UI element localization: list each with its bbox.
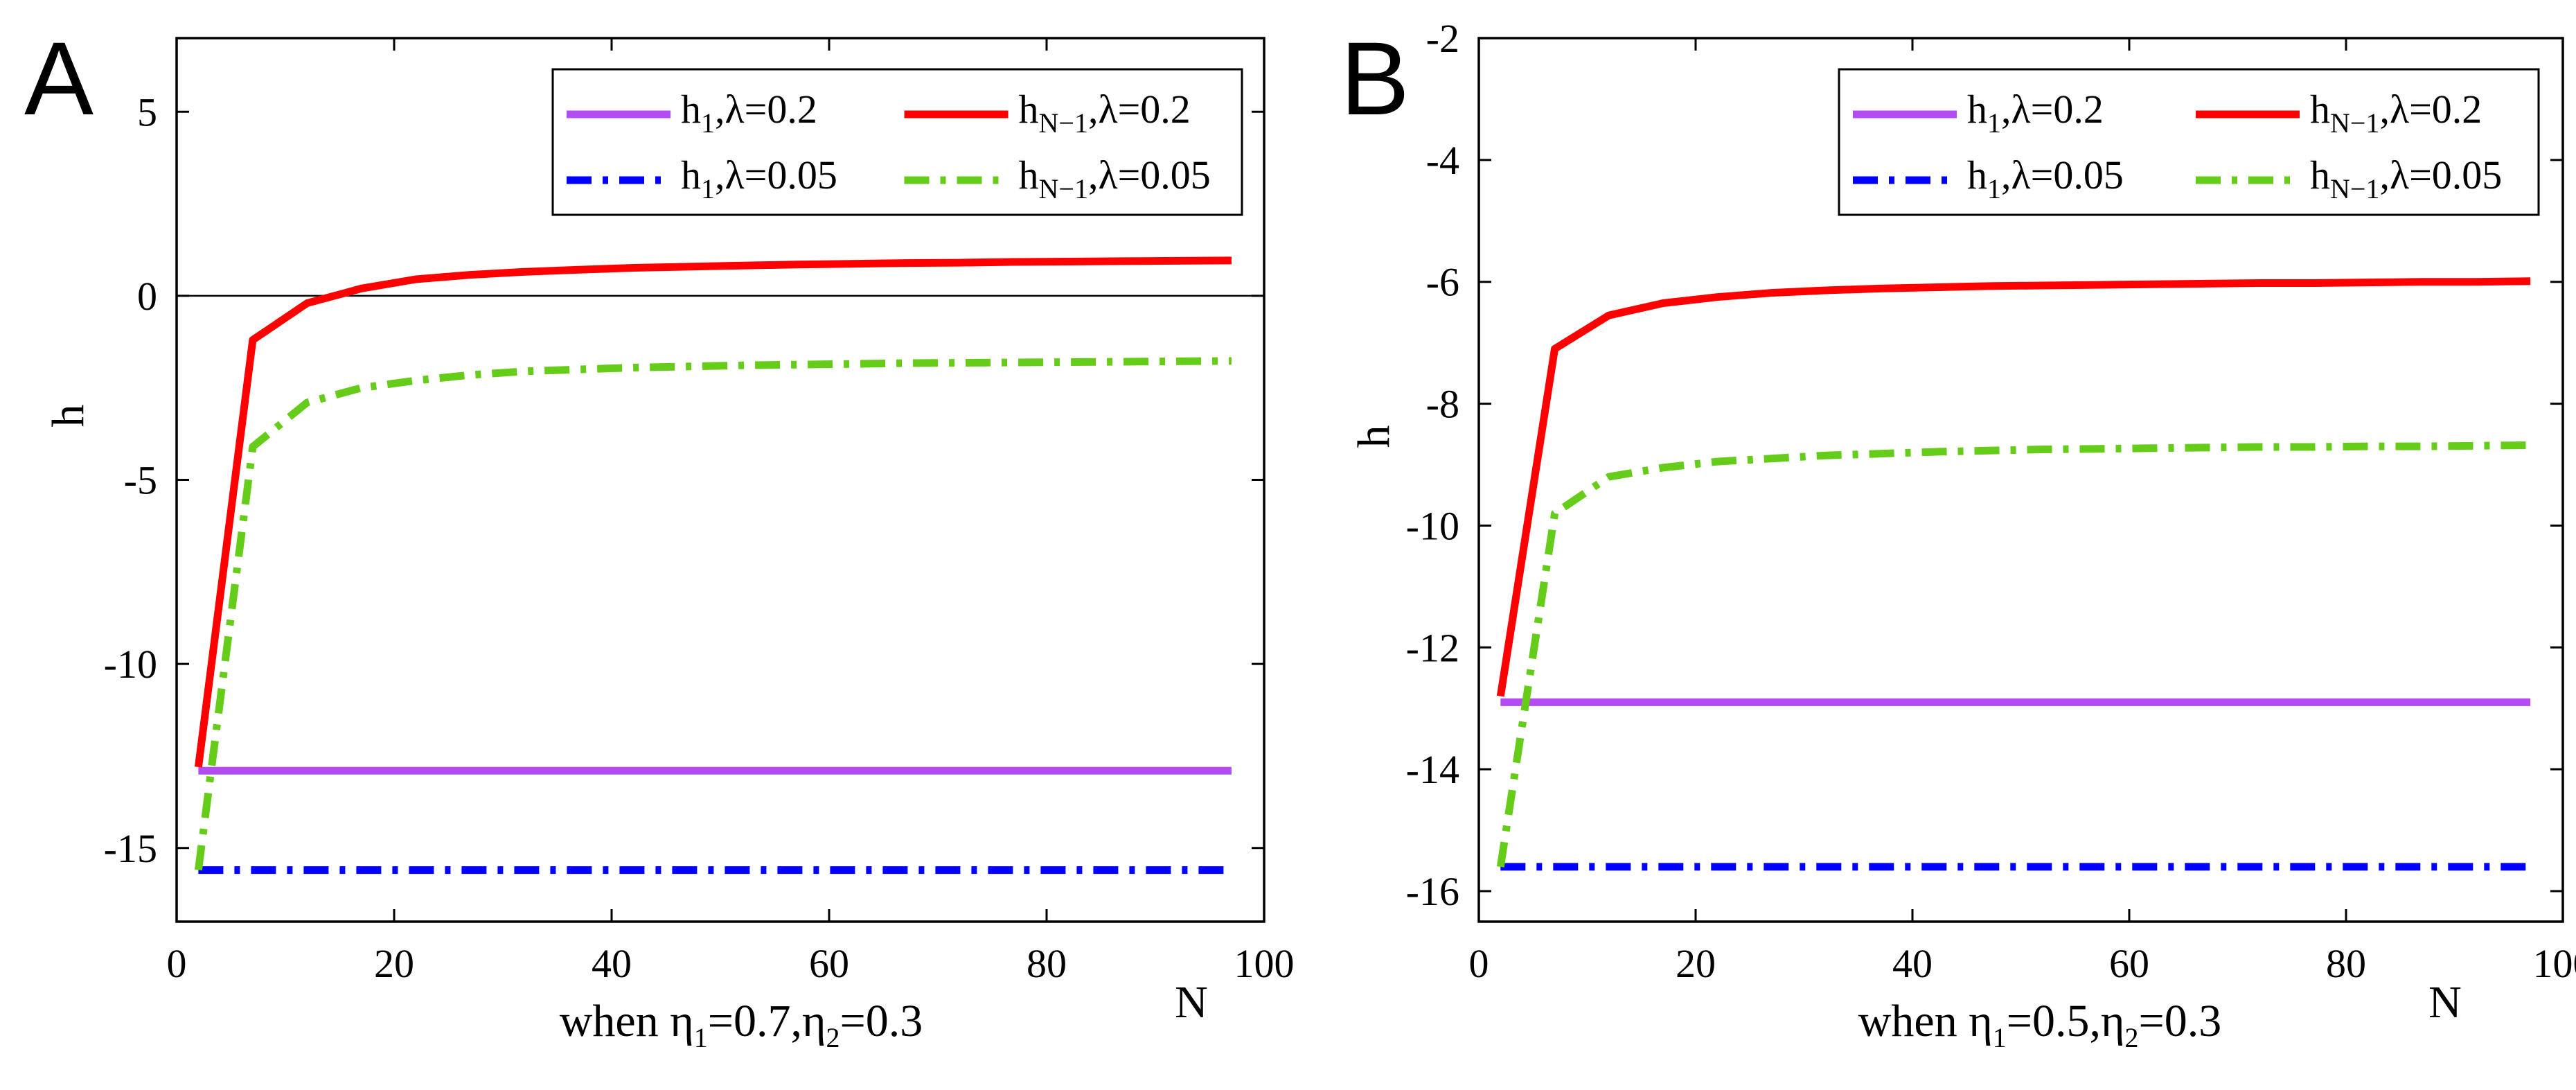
legend-main: h	[1019, 152, 1039, 197]
y-tick-label: -12	[1406, 625, 1459, 670]
x-axis-label: N	[2428, 977, 2462, 1028]
x-tick-label: 100	[1234, 941, 1295, 986]
legend-sub: N−1	[1039, 173, 1088, 204]
legend-entry: hN−1,λ=0.2	[1019, 87, 1191, 139]
y-tick-label: -8	[1426, 382, 1459, 427]
x-tick-label: 20	[1676, 941, 1716, 986]
x-tick-label: 40	[1892, 941, 1933, 986]
x-tick-label: 0	[167, 941, 187, 986]
legend-rest: ,λ=0.05	[2379, 152, 2502, 197]
legend-sub: 1	[701, 107, 715, 139]
legend-box	[551, 68, 1243, 216]
legend-rest: ,λ=0.2	[1088, 87, 1191, 132]
panel-b: B 0 20 40 60 80 100 -2 -4 -6 -8 -10 -12 -14 -16 h Nwhen …	[1340, 16, 2576, 1053]
x-tick-label: 20	[374, 941, 414, 986]
legend-rest: ,λ=0.05	[2001, 152, 2124, 197]
y-tick-label: 0	[137, 274, 157, 319]
x-tick-label: 60	[809, 941, 849, 986]
panel-letter: A	[24, 20, 94, 137]
legend-sub: N−1	[2330, 107, 2379, 139]
series-line-3	[194, 357, 1232, 871]
y-tick-label: 5	[137, 89, 157, 134]
x-tick-label: 100	[2533, 941, 2576, 986]
x-tick-label: 0	[1469, 941, 1489, 986]
y-tick-label: -10	[1406, 503, 1459, 548]
legend-rest: ,λ=0.05	[1088, 152, 1211, 197]
legend-main: h	[681, 152, 701, 197]
x-tick-label: 40	[592, 941, 632, 986]
caption-sub1: 1	[694, 1022, 708, 1053]
legend-entry: hN−1,λ=0.05	[2310, 152, 2502, 204]
series-line-1	[194, 256, 1232, 768]
legend-sub: 1	[1987, 173, 2001, 204]
caption: when η1=0.7,η2=0.3	[560, 996, 923, 1053]
y-tick-label: -16	[1406, 869, 1459, 914]
caption: when η1=0.5,η2=0.3	[1858, 996, 2221, 1053]
y-axis-label: h	[43, 405, 94, 428]
caption-mid: =0.7,η	[708, 996, 826, 1046]
caption-sub1: 1	[1993, 1022, 2007, 1053]
y-tick-label: -2	[1426, 16, 1459, 61]
legend-main: h	[681, 87, 701, 132]
caption-sub2: 2	[826, 1022, 840, 1053]
legend-entry: h1,λ=0.05	[1967, 152, 2124, 204]
x-tick-label: 80	[2326, 941, 2366, 986]
panel-letter: B	[1340, 20, 1410, 137]
legend-entry: h1,λ=0.2	[1967, 87, 2104, 139]
caption-prefix: when η	[1858, 996, 1993, 1046]
caption-sub2: 2	[2125, 1022, 2139, 1053]
y-tick-label: -14	[1406, 747, 1459, 792]
legend-sub: N−1	[2330, 173, 2379, 204]
legend-sub: N−1	[1039, 107, 1088, 139]
caption-suffix: =0.3	[2139, 996, 2222, 1046]
legend-sub: 1	[1987, 107, 2001, 139]
legend-main: h	[1967, 152, 1987, 197]
legend-rest: ,λ=0.05	[715, 152, 837, 197]
legend-entry: hN−1,λ=0.05	[1019, 152, 1211, 204]
caption-prefix: when η	[560, 996, 694, 1046]
y-tick-label: -15	[104, 826, 157, 871]
y-tick-label: -6	[1426, 260, 1459, 305]
legend-entry: h1,λ=0.05	[681, 152, 837, 204]
y-tick-label: -10	[104, 642, 157, 687]
legend-entry: h1,λ=0.2	[681, 87, 817, 139]
caption-suffix: =0.3	[840, 996, 923, 1046]
legend-sub: 1	[701, 173, 715, 204]
legend-rest: ,λ=0.2	[715, 87, 817, 132]
y-tick-label: -4	[1426, 138, 1459, 183]
axes-box	[1477, 37, 2564, 923]
legend-box	[1838, 68, 2540, 216]
legend-main: h	[1967, 87, 1987, 132]
series-line-1	[1496, 277, 2531, 697]
y-axis-label: h	[1349, 425, 1399, 448]
legend-main: h	[2310, 87, 2330, 132]
legend-main: h	[2310, 152, 2330, 197]
x-tick-label: 60	[2109, 941, 2149, 986]
caption-mid: =0.5,η	[2007, 996, 2125, 1046]
legend-entry: hN−1,λ=0.2	[2310, 87, 2482, 139]
legend-rest: ,λ=0.2	[2001, 87, 2104, 132]
legend-main: h	[1019, 87, 1039, 132]
x-tick-label: 80	[1027, 941, 1067, 986]
series-line-3	[1496, 441, 2531, 868]
x-axis-label: N	[1175, 977, 1208, 1028]
y-tick-label: -5	[124, 458, 157, 503]
legend-rest: ,λ=0.2	[2379, 87, 2482, 132]
